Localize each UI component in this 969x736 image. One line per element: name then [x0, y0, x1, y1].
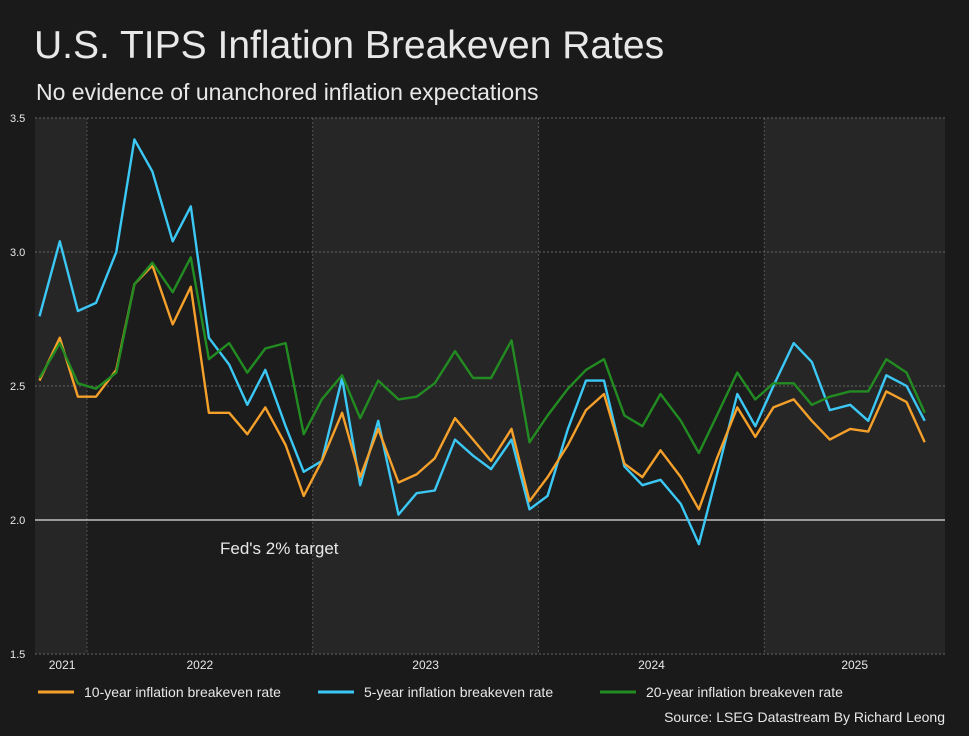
x-tick-label: 2023 [412, 658, 439, 672]
y-tick-label: 3.5 [10, 113, 25, 125]
legend-label: 20-year inflation breakeven rate [646, 684, 843, 700]
chart-subtitle: No evidence of unanchored inflation expe… [36, 79, 539, 105]
y-tick-label: 1.5 [10, 649, 25, 661]
source: Source: LSEG Datastream By Richard Leong [664, 709, 945, 725]
x-tick-label: 2024 [638, 658, 665, 672]
y-tick-label: 2.5 [10, 381, 25, 393]
series-line [38, 256, 926, 455]
x-tick-label: 2025 [841, 658, 868, 672]
legend-label: 10-year inflation breakeven rate [84, 684, 281, 700]
reference-label: Fed's 2% target [220, 539, 339, 558]
legend-label: 5-year inflation breakeven rate [364, 684, 553, 700]
x-tick-label: 2022 [186, 658, 213, 672]
y-tick-label: 3.0 [10, 247, 25, 259]
series-line [38, 138, 926, 546]
y-tick-label: 2.0 [10, 515, 25, 527]
series-line [38, 264, 926, 511]
x-tick-label: 2021 [49, 658, 76, 672]
chart-title: U.S. TIPS Inflation Breakeven Rates [34, 24, 664, 67]
